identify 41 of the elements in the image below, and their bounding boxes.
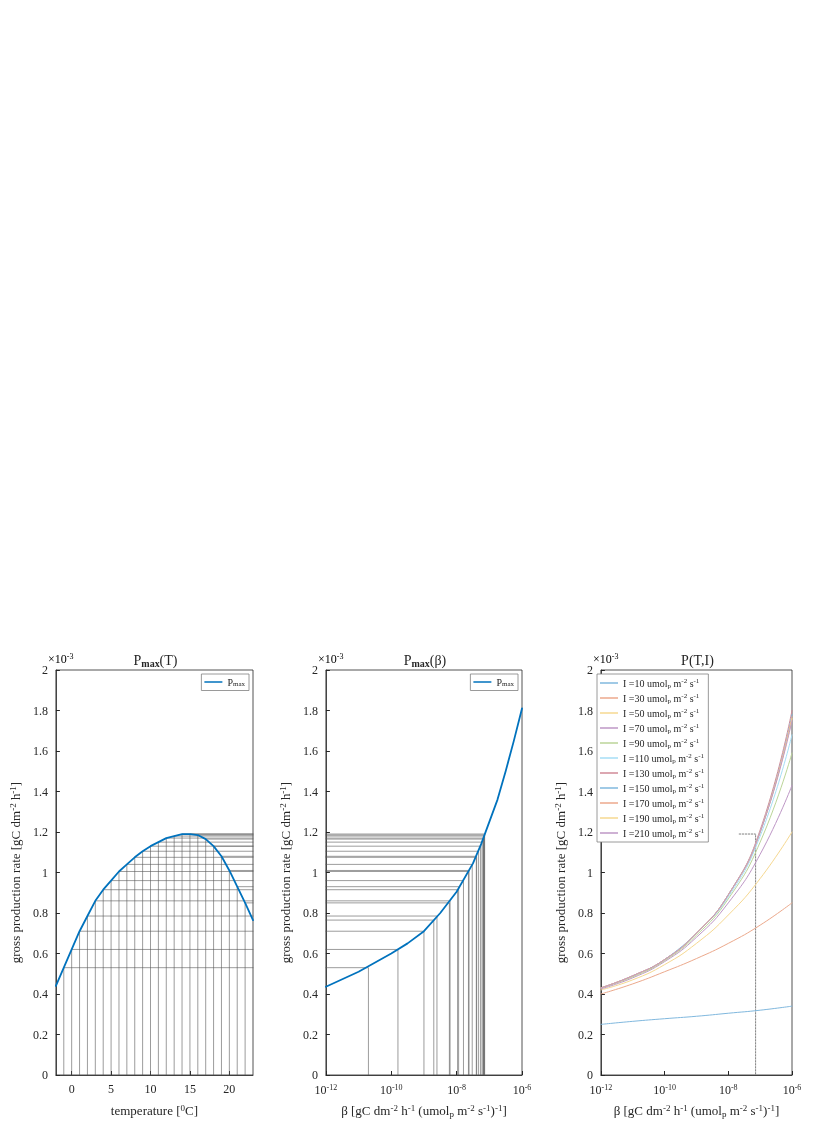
y-tick-label: 1.8 (302, 703, 318, 718)
x-tick-label: 10 (144, 1082, 157, 1096)
x-tick-label: 0 (68, 1082, 75, 1096)
y-tick-label: 0.2 (302, 1027, 318, 1042)
y-tick-label: 1 (586, 865, 593, 880)
y-tick-label: 0.4 (32, 987, 48, 1001)
y-tick-label: 1.8 (577, 703, 593, 718)
y-tick-label: 0.4 (577, 987, 593, 1001)
x-tick-label: 5 (108, 1082, 115, 1096)
y-tick-label: 0.4 (302, 987, 318, 1001)
y-tick-label: 2 (311, 663, 318, 677)
y-tick-label: 1.8 (32, 703, 48, 718)
x-tick-label: 15 (183, 1082, 196, 1096)
y-tick-label: 0.8 (302, 906, 318, 920)
y-tick-label: 1.6 (577, 744, 593, 758)
y-tick-label: 1.2 (302, 825, 318, 839)
y-tick-label: 2 (586, 663, 593, 677)
y-tick-label: 0 (586, 1068, 593, 1082)
x-tick-label: 20 (223, 1082, 236, 1096)
y-tick-label: 0.6 (302, 946, 318, 961)
y-tick-label: 0.2 (32, 1027, 48, 1042)
y-tick-label: 1.4 (32, 784, 48, 799)
y-tick-label: 1.6 (32, 744, 48, 758)
y-tick-label: 1 (41, 865, 48, 880)
y-tick-label: 0.6 (32, 946, 48, 961)
y-tick-label: 1 (311, 865, 318, 880)
y-tick-label: 1.2 (32, 825, 48, 839)
y-tick-label: 1.2 (577, 825, 593, 839)
chart-title: P(T,I) (681, 652, 715, 669)
chart-title: Pmax(β) (403, 653, 447, 669)
y-tick-label: 1.6 (302, 744, 318, 758)
y-tick-label: 0.8 (32, 906, 48, 920)
y-tick-label: 0 (41, 1068, 48, 1082)
chart-title: Pmax(T) (133, 653, 178, 669)
y-tick-label: 1.4 (302, 784, 318, 799)
y-tick-label: 0.8 (577, 906, 593, 920)
y-tick-label: 0 (311, 1068, 318, 1082)
y-tick-label: 1.4 (577, 784, 593, 799)
y-tick-label: 0.6 (577, 946, 593, 961)
y-tick-label: 0.2 (577, 1027, 593, 1042)
y-tick-label: 2 (41, 663, 48, 677)
